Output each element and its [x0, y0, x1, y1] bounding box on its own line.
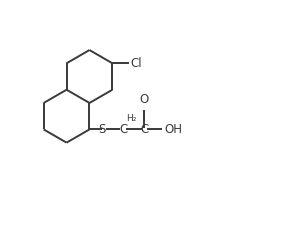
- Text: H₂: H₂: [126, 114, 136, 123]
- Text: C: C: [119, 123, 127, 136]
- Text: Cl: Cl: [130, 57, 142, 70]
- Text: O: O: [140, 93, 149, 106]
- Text: S: S: [98, 123, 106, 136]
- Text: OH: OH: [164, 123, 182, 136]
- Text: C: C: [140, 123, 149, 136]
